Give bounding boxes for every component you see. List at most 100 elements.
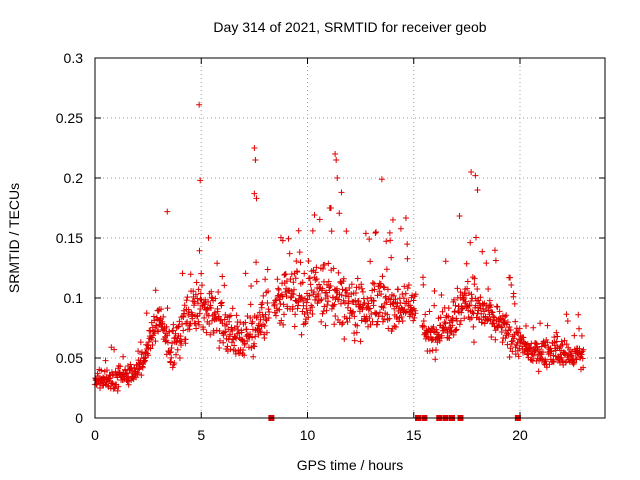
data-point	[374, 321, 381, 328]
data-point	[404, 241, 411, 248]
data-point	[549, 358, 556, 365]
data-point	[300, 302, 307, 309]
data-point	[399, 318, 406, 325]
data-point	[420, 318, 427, 325]
data-point	[185, 312, 192, 319]
data-point	[138, 372, 145, 379]
data-point	[379, 318, 386, 325]
data-point	[251, 343, 258, 350]
data-point	[571, 332, 578, 339]
data-point	[325, 260, 332, 267]
data-point	[477, 294, 484, 301]
data-point	[98, 367, 105, 374]
data-point	[240, 347, 247, 354]
data-point	[206, 321, 213, 328]
data-point	[506, 353, 513, 360]
data-point	[163, 323, 170, 330]
data-point	[190, 288, 197, 295]
axis-ticks: 0 5 10 15 20 0 0.05 0.1 0.15 0.2 0.25 0.3	[56, 50, 605, 443]
data-point	[321, 261, 328, 268]
data-point	[276, 320, 283, 327]
data-point	[404, 255, 411, 262]
data-point	[179, 313, 186, 320]
data-point	[259, 299, 266, 306]
data-point	[313, 264, 320, 271]
data-point	[175, 323, 182, 330]
data-point	[499, 339, 506, 346]
data-point	[248, 283, 255, 290]
data-point	[332, 151, 339, 157]
data-point	[182, 336, 189, 343]
data-point	[247, 314, 254, 321]
data-point	[422, 311, 429, 318]
data-point	[534, 346, 541, 353]
data-point	[372, 229, 379, 236]
data-point	[366, 236, 373, 243]
data-point	[289, 303, 296, 310]
data-point	[502, 313, 509, 320]
data-point	[291, 286, 298, 293]
data-point	[219, 320, 226, 327]
data-point	[294, 268, 301, 275]
data-point	[458, 305, 465, 312]
data-point	[495, 322, 502, 329]
data-point	[295, 227, 302, 234]
data-point	[384, 286, 391, 293]
data-point	[381, 284, 388, 291]
data-point	[523, 341, 530, 348]
data-point	[388, 254, 395, 261]
data-point	[247, 301, 254, 308]
data-point	[168, 354, 175, 361]
data-point	[508, 282, 515, 289]
data-point	[445, 305, 452, 312]
data-point	[142, 349, 149, 356]
data-point	[402, 290, 409, 297]
data-point	[280, 321, 287, 328]
data-point	[115, 383, 122, 390]
data-point	[278, 317, 285, 324]
data-point	[143, 341, 150, 348]
data-point	[135, 348, 142, 355]
data-point	[358, 317, 365, 324]
data-point	[251, 145, 258, 151]
data-point	[261, 334, 268, 341]
data-point	[445, 313, 452, 320]
data-point	[298, 294, 305, 301]
data-point	[120, 353, 127, 360]
data-point	[412, 310, 419, 317]
data-point	[249, 318, 256, 325]
data-point	[173, 351, 180, 358]
data-point	[493, 303, 500, 310]
data-point	[492, 336, 499, 343]
data-point	[331, 321, 338, 328]
data-point	[317, 297, 324, 304]
data-point	[265, 306, 272, 313]
data-point	[397, 225, 404, 232]
data-point	[253, 259, 260, 266]
data-point	[515, 353, 522, 360]
data-point	[530, 324, 537, 331]
data-point	[576, 345, 583, 352]
data-point	[334, 175, 341, 181]
data-point	[486, 297, 493, 304]
data-point	[454, 285, 461, 292]
data-point	[214, 260, 221, 267]
data-point	[453, 326, 460, 333]
data-point	[386, 315, 393, 322]
data-point	[327, 282, 334, 289]
data-point	[370, 297, 377, 304]
data-point	[353, 329, 360, 336]
data-point	[452, 302, 459, 309]
y-tick-label: 0	[75, 410, 83, 426]
data-point	[456, 212, 463, 219]
data-point	[318, 296, 325, 303]
data-point	[489, 309, 496, 316]
data-point	[237, 319, 244, 326]
data-point	[264, 266, 271, 273]
y-tick-label: 0.3	[64, 50, 84, 66]
data-point	[505, 331, 512, 338]
data-point	[275, 286, 282, 293]
y-tick-label: 0.15	[56, 230, 83, 246]
data-point	[462, 292, 469, 299]
data-point	[387, 237, 394, 244]
